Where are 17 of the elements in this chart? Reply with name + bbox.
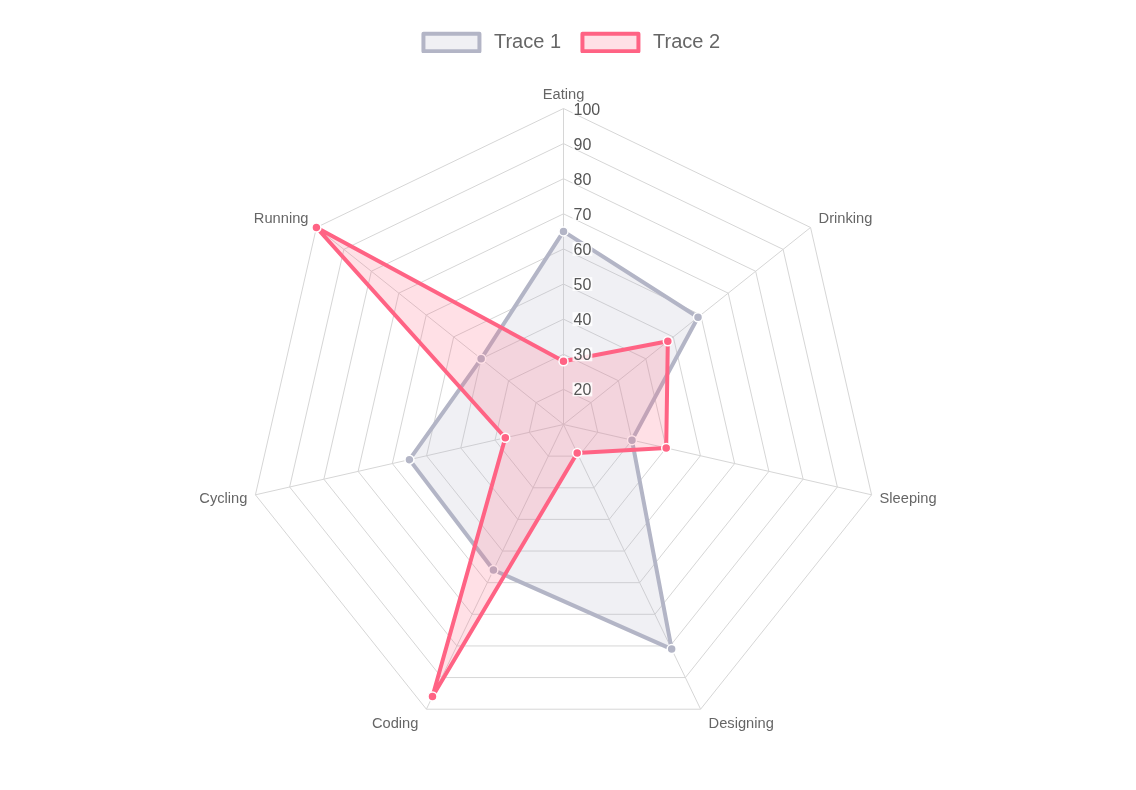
y-tick-label: 90 (573, 135, 592, 153)
spoke-label: Drinking (818, 210, 873, 227)
spoke-label: Running (253, 210, 309, 227)
spoke-label: Cycling (199, 490, 248, 507)
legend-label: Trace 2 (653, 30, 721, 53)
legend-label: Trace 1 (493, 30, 561, 53)
spoke-label: Designing (708, 714, 774, 731)
y-tick-label: 20 (573, 381, 592, 399)
y-tick-label: 60 (573, 240, 592, 258)
y-tick-label: 50 (573, 276, 592, 294)
y-tick-label: 80 (573, 170, 592, 188)
y-tick-label: 30 (573, 346, 592, 364)
y-tick-label: 70 (573, 205, 592, 223)
spoke-label: Coding (371, 714, 419, 731)
spoke-label: Sleeping (879, 490, 937, 507)
spoke-label: Eating (542, 85, 585, 102)
y-tick-label: 40 (573, 311, 592, 329)
